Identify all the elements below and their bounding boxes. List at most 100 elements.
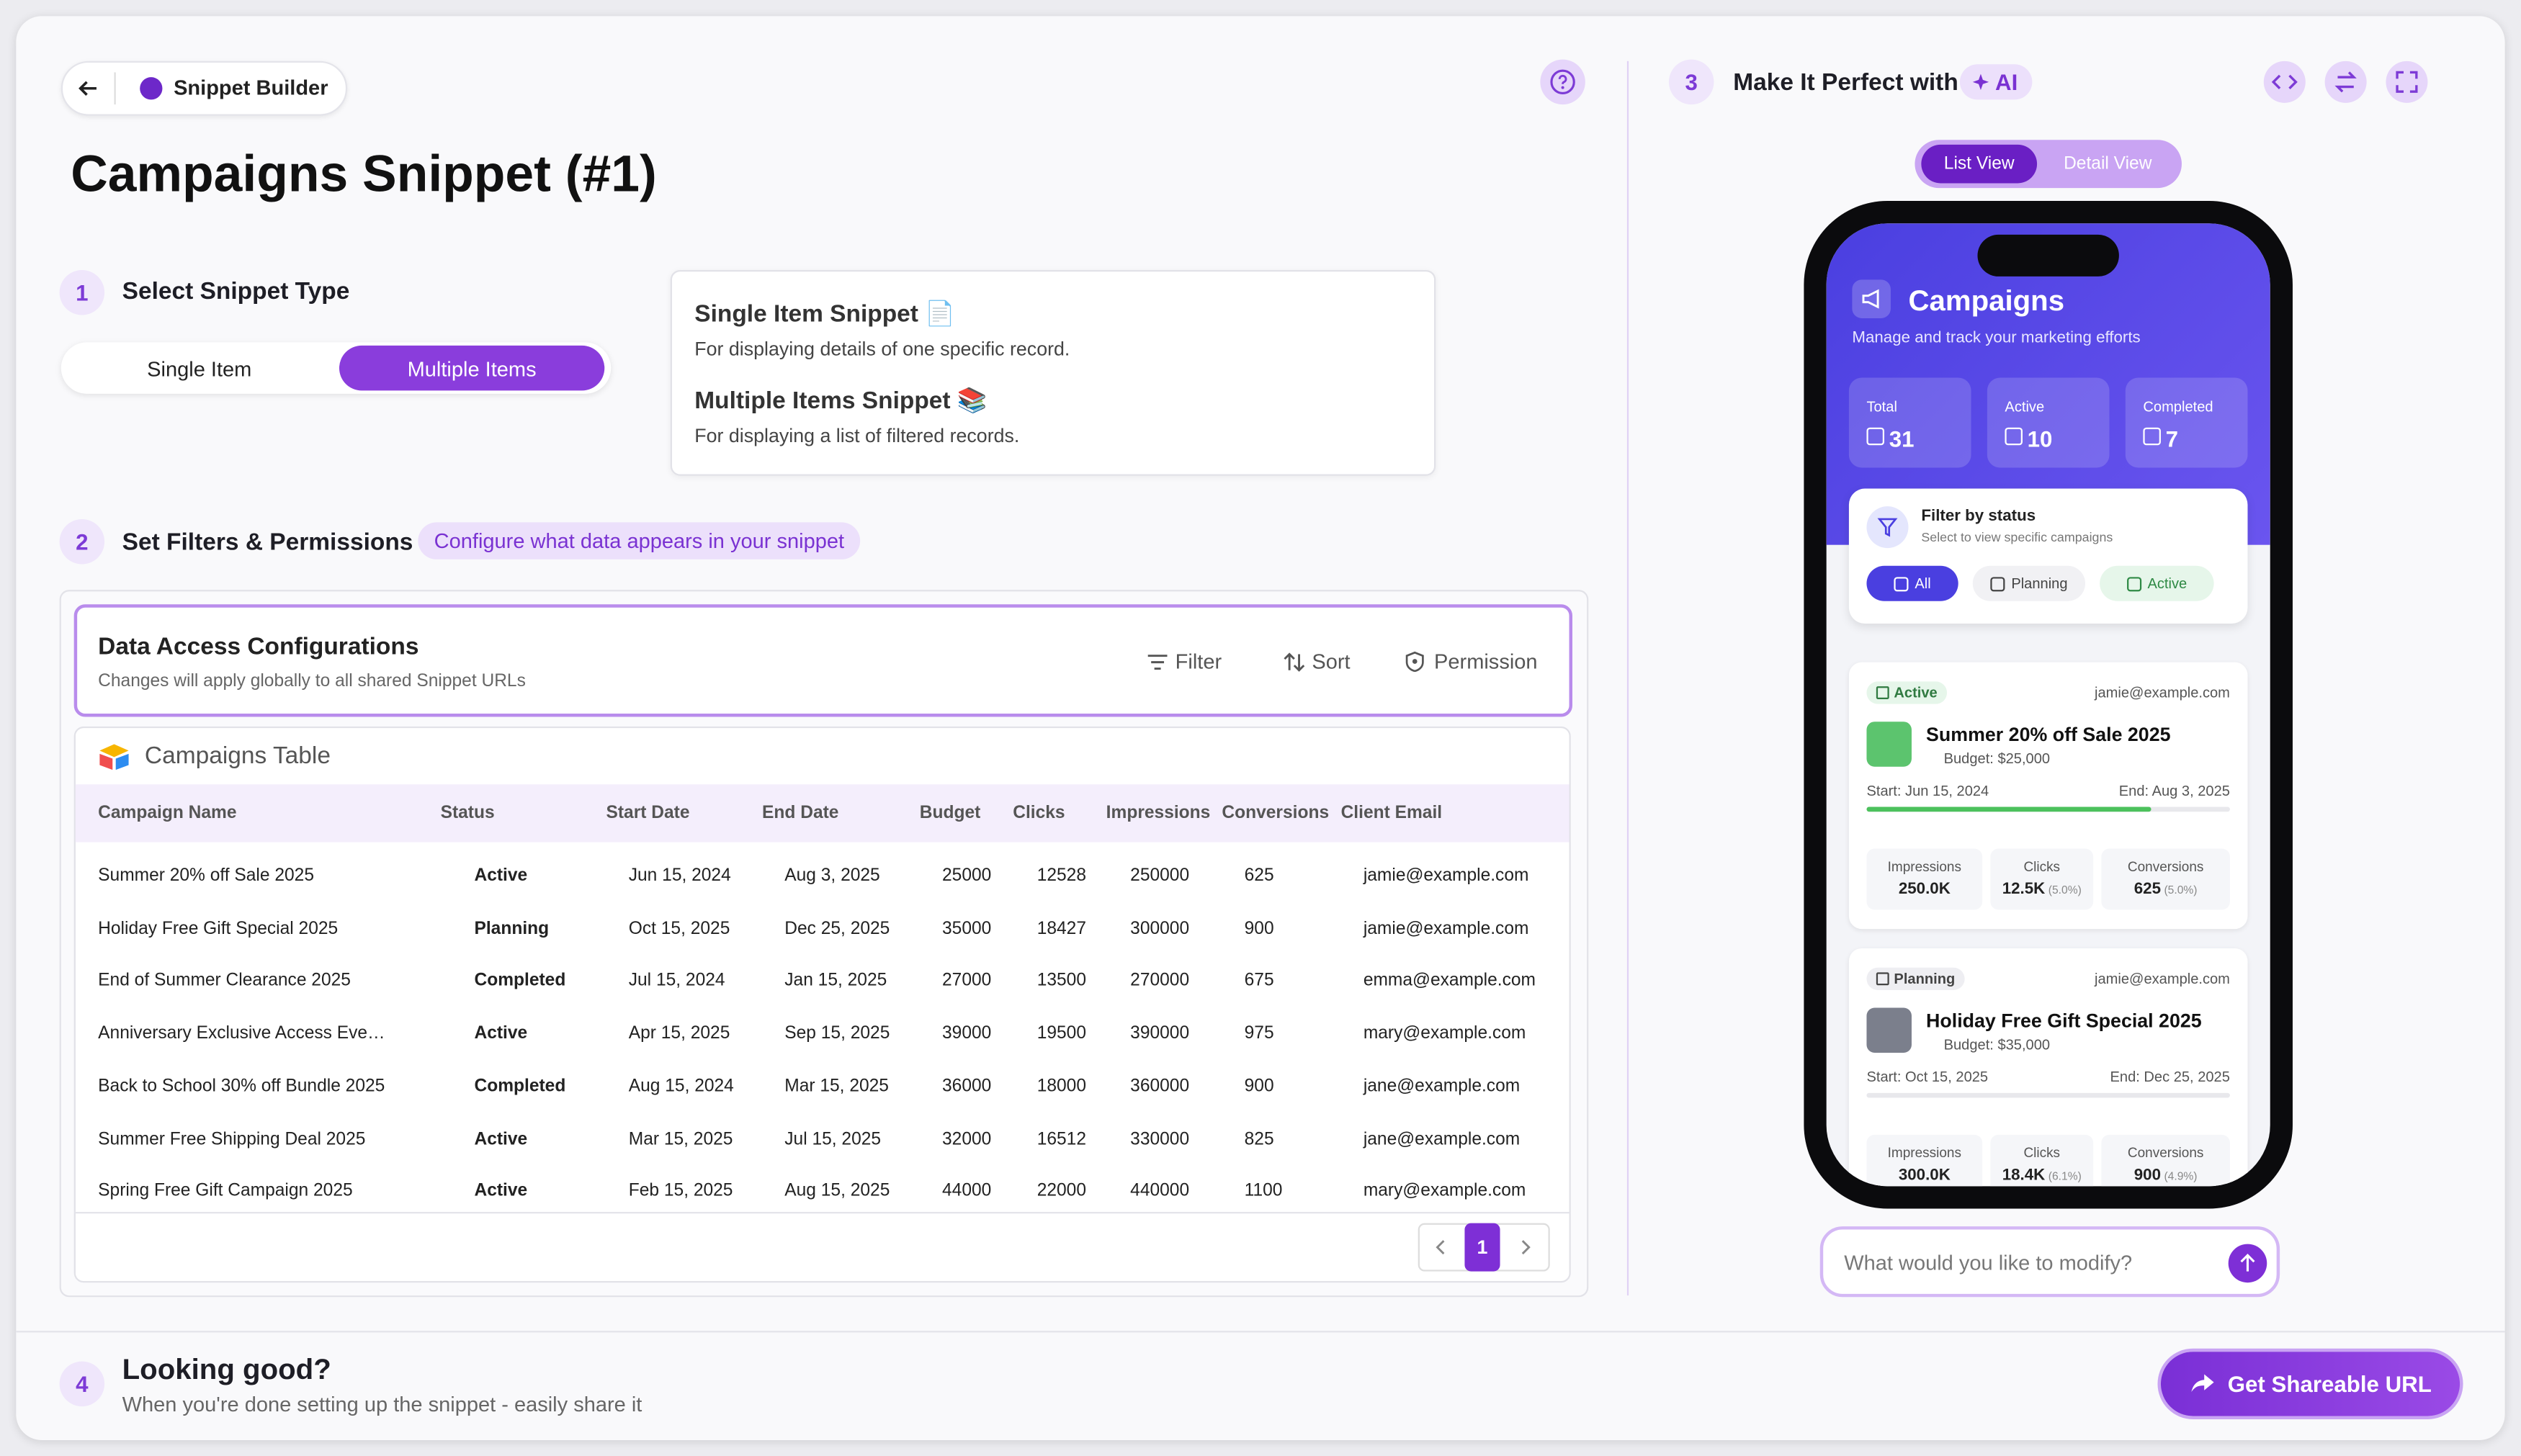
stat-label: Completed: [2143, 398, 2213, 415]
type-option[interactable]: Single Item: [147, 356, 252, 380]
dynamic-island: [1977, 234, 2119, 277]
chip-icon[interactable]: [1990, 576, 2005, 591]
table-cell: emma@example.com: [1363, 971, 1536, 991]
action-label[interactable]: Permission: [1434, 649, 1538, 674]
table-cell: Holiday Free Gift Special 2025: [98, 919, 339, 938]
column-header: Conversions: [1222, 804, 1330, 823]
table-cell: jane@example.com: [1363, 1129, 1521, 1149]
sort-action[interactable]: Sort: [1283, 649, 1351, 674]
table-cell: Sep 15, 2025: [784, 1024, 890, 1043]
button-label[interactable]: Get Shareable URL: [2227, 1370, 2432, 1397]
action-label[interactable]: Filter: [1175, 649, 1222, 674]
megaphone: [1862, 289, 1879, 309]
table-cell: Completed: [474, 1077, 566, 1096]
table-cell: 440000: [1130, 1182, 1190, 1201]
prompt-placeholder[interactable]: What would you like to modify?: [1844, 1250, 2133, 1275]
info-description: For displaying details of one specific r…: [694, 337, 1070, 360]
app-dot: [140, 77, 163, 100]
metric-label: Impressions: [1887, 858, 1961, 875]
column-header: End Date: [762, 804, 839, 823]
table-card: Campaigns Table 1 Campaign Name Status Sta…: [73, 726, 1571, 1283]
help-icon[interactable]: [1550, 69, 1576, 95]
table-cell: Dec 25, 2025: [784, 919, 890, 938]
metric-note: (6.1%): [2048, 1172, 2082, 1183]
chip-icon[interactable]: [2126, 576, 2141, 591]
chip-label[interactable]: All: [1915, 575, 1931, 592]
table-cell: jamie@example.com: [1363, 866, 1529, 886]
config-subtitle: Changes will apply globally to all share…: [98, 672, 526, 691]
filter-icon[interactable]: [1146, 652, 1168, 671]
card-start: Start: Jun 15, 2024: [1866, 783, 1989, 799]
card-end: End: Aug 3, 2025: [2118, 783, 2230, 799]
config-header: Data Access Configurations Changes will …: [73, 604, 1572, 717]
type-option[interactable]: Multiple Items: [339, 345, 605, 391]
share-button[interactable]: Get Shareable URL: [2160, 1352, 2460, 1416]
prev-page[interactable]: [1434, 1239, 1447, 1255]
filter-chip[interactable]: All: [1866, 565, 1958, 601]
chip-label[interactable]: Planning: [2011, 575, 2068, 592]
table-cell: End of Summer Clearance 2025: [98, 971, 351, 991]
view-option[interactable]: Detail View: [2064, 154, 2152, 174]
table-cell: 32000: [942, 1129, 992, 1149]
next-page[interactable]: [1519, 1239, 1532, 1255]
sparkle-icon: [1972, 73, 1989, 90]
column-header: Start Date: [606, 804, 690, 823]
stat-value: 10: [2027, 426, 2053, 452]
table-cell: 16512: [1036, 1129, 1086, 1149]
metric-label: Conversions: [2127, 858, 2204, 875]
sort-icon[interactable]: [1283, 652, 1305, 671]
table-cell: 27000: [942, 971, 992, 991]
send-button[interactable]: [2228, 1244, 2267, 1283]
metric-number: 250.0K: [1898, 881, 1951, 899]
card-icon: [1866, 722, 1912, 767]
page-title: Campaigns Snippet (#1): [71, 144, 657, 203]
table-cell: Anniversary Exclusive Access Eve…: [98, 1024, 385, 1043]
table-cell: Jun 15, 2024: [628, 866, 731, 886]
permission-icon[interactable]: [1405, 651, 1425, 673]
metric-value: 250.0K: [1866, 881, 1982, 899]
metric-label: Impressions: [1887, 1144, 1961, 1161]
stat-box: Completed 7: [2125, 377, 2248, 468]
filter-chip[interactable]: Planning: [1972, 565, 2086, 601]
swap-button[interactable]: [2324, 60, 2367, 103]
metric-value: 300.0K: [1866, 1167, 1982, 1185]
table-cell: Jan 15, 2025: [784, 971, 887, 991]
filter-subtitle: Select to view specific campaigns: [1921, 530, 2113, 545]
campaign-card: Active jamie@example.com Summer 20% off Sa…: [1848, 662, 2248, 930]
current-page[interactable]: 1: [1464, 1223, 1500, 1272]
fullscreen-icon[interactable]: [2386, 61, 2427, 103]
swap-icon[interactable]: [2325, 61, 2367, 103]
metric-number: 12.5K: [2002, 881, 2046, 899]
prompt-box[interactable]: What would you like to modify?: [1819, 1226, 2280, 1298]
fullscreen-button[interactable]: [2386, 60, 2428, 103]
action-label[interactable]: Sort: [1312, 649, 1351, 674]
send-icon[interactable]: [2229, 1244, 2267, 1283]
status-chip: Active: [1866, 681, 1948, 704]
help-button[interactable]: [1540, 59, 1585, 105]
back-arrow[interactable]: [76, 76, 102, 102]
code-icon[interactable]: [2264, 61, 2306, 103]
filter-chip[interactable]: Active: [2100, 565, 2214, 601]
campaign-icon: [1852, 279, 1891, 318]
phone-subtitle: Manage and track your marketing efforts: [1852, 329, 2141, 348]
filter-action[interactable]: Filter: [1146, 650, 1222, 673]
table-cell: 44000: [942, 1182, 992, 1201]
badge-text: AI: [1995, 68, 2018, 95]
filter-icon: [1877, 518, 1898, 537]
stat-box: Active 10: [1987, 377, 2110, 468]
chip-label[interactable]: Active: [2147, 575, 2188, 592]
table-cell: mary@example.com: [1363, 1024, 1526, 1043]
table-cell: 35000: [942, 919, 992, 938]
chip-icon[interactable]: [1894, 576, 1909, 591]
permission-action[interactable]: Permission: [1405, 650, 1538, 673]
view-option[interactable]: List View: [1921, 144, 2038, 184]
metric-value: 625 (5.0%): [2101, 881, 2230, 899]
back-pill[interactable]: Snippet Builder: [61, 60, 348, 116]
metric-label: Conversions: [2127, 1144, 2204, 1161]
share-icon[interactable]: [2189, 1372, 2215, 1395]
code-button[interactable]: [2263, 60, 2306, 103]
table-cell: 675: [1244, 971, 1274, 991]
stat-icon: [2143, 427, 2161, 446]
step-description: When you're done setting up the snippet …: [122, 1391, 642, 1416]
